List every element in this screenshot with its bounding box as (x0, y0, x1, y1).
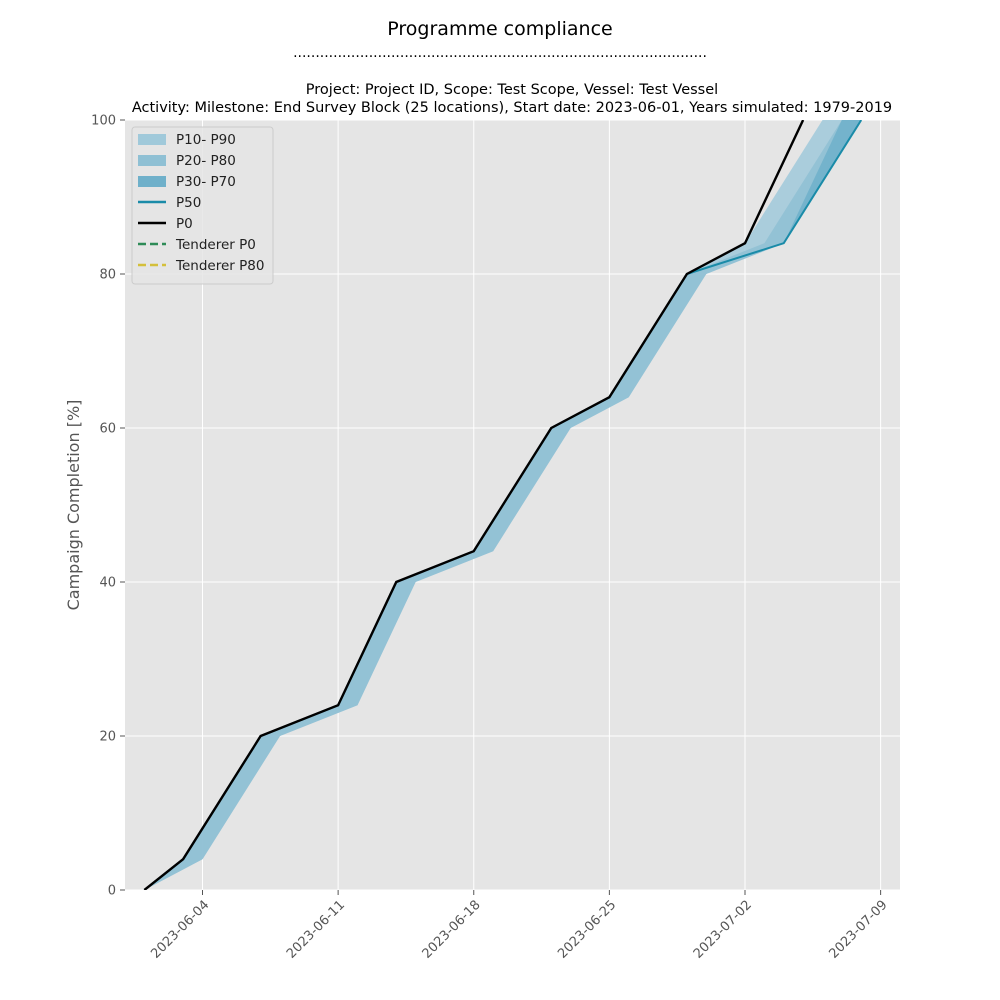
legend-item: Tenderer P80 (138, 258, 264, 274)
legend-label: P50 (176, 195, 201, 211)
band-p20-p80 (144, 120, 862, 890)
y-tick-label: 0 (108, 884, 116, 899)
x-tick-label: 2023-06-25 (555, 898, 619, 962)
legend-label: P20- P80 (176, 153, 236, 169)
chart-title: Programme compliance (387, 18, 612, 40)
grid (125, 119, 900, 891)
y-tick-label: 40 (99, 576, 116, 591)
legend-label: P30- P70 (176, 174, 236, 190)
series-lines (143, 120, 863, 890)
legend-item: P20- P80 (138, 153, 236, 169)
chart-subtitle-line-1: Project: Project ID, Scope: Test Scope, … (306, 82, 718, 98)
x-tick-label: 2023-07-02 (691, 898, 755, 962)
legend-box (131, 126, 274, 285)
percentile-bands (144, 120, 862, 890)
y-axis: 0 20 40 60 80 100 (91, 114, 125, 899)
y-tick-label: 80 (99, 268, 116, 283)
legend-label: P0 (176, 216, 193, 232)
legend-swatch (138, 155, 166, 166)
y-axis-label: Campaign Completion [%] (64, 400, 83, 611)
series-line-p0 (143, 120, 805, 890)
x-tick-label: 2023-07-09 (826, 898, 890, 962)
legend-label: P10- P90 (176, 132, 236, 148)
legend-item: P0 (138, 216, 193, 232)
legend-item: P10- P90 (138, 132, 236, 148)
y-tick-label: 60 (99, 422, 116, 437)
x-tick-label: 2023-06-18 (420, 898, 484, 962)
y-tick-label: 100 (91, 114, 116, 129)
legend-label: Tenderer P0 (175, 237, 256, 253)
y-tick-label: 20 (99, 730, 116, 745)
legend-label: Tenderer P80 (175, 258, 264, 274)
legend-swatch (138, 176, 166, 187)
x-tick-label: 2023-06-11 (284, 898, 348, 962)
legend-item: P50 (138, 195, 201, 211)
legend: P10- P90 P20- P80 P30- P70 P50 P0 Tenderer P0… (131, 126, 274, 285)
chart-subtitle-line-2: Activity: Milestone: End Survey Block (2… (132, 100, 892, 116)
x-axis: 2023-06-04 2023-06-11 2023-06-18 2023-06-25… (148, 890, 891, 962)
legend-swatch (138, 134, 166, 145)
x-tick-label: 2023-06-04 (148, 898, 212, 962)
legend-item: P30- P70 (138, 174, 236, 190)
title-rule: ........................................… (293, 45, 707, 61)
legend-item: Tenderer P0 (138, 237, 256, 253)
